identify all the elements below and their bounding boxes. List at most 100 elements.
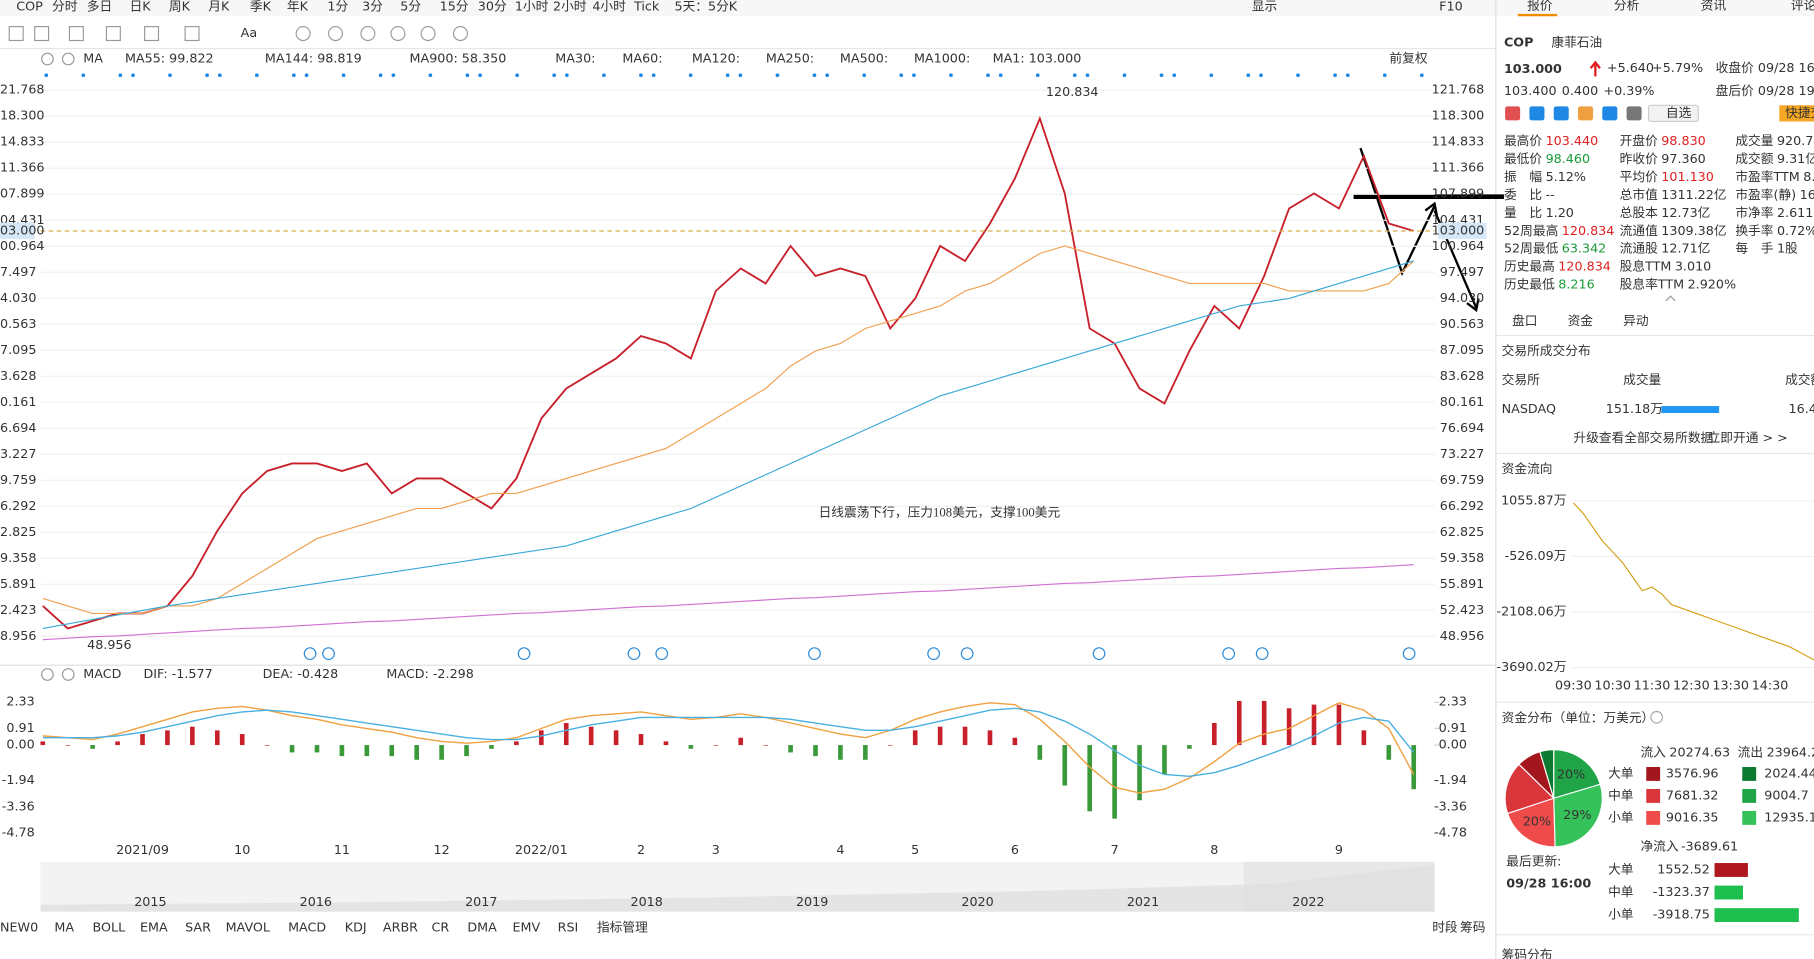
tool-icon[interactable] bbox=[452, 26, 468, 42]
indicator-tab[interactable]: KDJ bbox=[345, 919, 367, 934]
event-marker[interactable] bbox=[517, 647, 531, 661]
period-tab[interactable]: 年K bbox=[287, 0, 309, 13]
app-icon[interactable] bbox=[1529, 106, 1545, 121]
stat-label: 市盈率(静) bbox=[1735, 186, 1796, 201]
period-tab[interactable]: 2小时 bbox=[553, 0, 587, 13]
navigator-window[interactable] bbox=[1243, 861, 1435, 912]
y-tick-label: 118.300 bbox=[1432, 108, 1485, 123]
sub-tab[interactable]: 异动 bbox=[1623, 313, 1649, 328]
event-marker[interactable] bbox=[960, 647, 974, 661]
sub-tab[interactable]: 资金 bbox=[1568, 313, 1594, 328]
settings-icon[interactable] bbox=[41, 668, 54, 681]
app-icon[interactable] bbox=[1626, 106, 1642, 121]
panel-tab[interactable]: 资讯 bbox=[1701, 0, 1727, 12]
y-tick-label: 73.227 bbox=[1440, 446, 1485, 461]
indicator-tab[interactable]: MAVOL bbox=[226, 919, 271, 934]
period-tab[interactable]: 多日 bbox=[87, 0, 112, 13]
chevron[interactable] bbox=[1665, 295, 1676, 302]
sub-tab[interactable]: 盘口 bbox=[1512, 313, 1537, 328]
period-tab[interactable]: 分时 bbox=[52, 0, 78, 13]
tool-icon[interactable] bbox=[8, 26, 24, 42]
indicator-tab[interactable]: MACD bbox=[288, 919, 326, 934]
period-tab[interactable]: 日K bbox=[130, 0, 152, 13]
app-icon[interactable] bbox=[1577, 106, 1594, 121]
app-icon[interactable] bbox=[1505, 106, 1521, 121]
settings-icon[interactable] bbox=[41, 52, 54, 66]
tool-icon[interactable] bbox=[420, 26, 436, 42]
indicator-tab[interactable]: SAR bbox=[185, 919, 211, 934]
legend-swatch bbox=[1742, 788, 1757, 803]
period-tab[interactable]: 30分 bbox=[478, 0, 507, 13]
indicator-tab[interactable]: CR bbox=[432, 919, 450, 934]
upgrade-link[interactable]: 立即开通 > > bbox=[1708, 430, 1788, 445]
event-marker[interactable] bbox=[303, 647, 317, 661]
indicator-tab[interactable]: MA bbox=[54, 919, 74, 934]
tool-icon[interactable] bbox=[184, 26, 200, 42]
app-icon[interactable] bbox=[1602, 106, 1618, 121]
quick-trade-button[interactable] bbox=[1779, 105, 1814, 122]
indicator-tab[interactable]: BOLL bbox=[93, 919, 127, 934]
period-tab[interactable]: 周K bbox=[169, 0, 191, 13]
tool-icon[interactable] bbox=[327, 26, 344, 42]
event-marker[interactable] bbox=[1222, 647, 1235, 661]
tool-icon[interactable] bbox=[295, 26, 311, 42]
app-icon[interactable] bbox=[1553, 106, 1569, 121]
y-tick-label: 121.768 bbox=[1432, 82, 1485, 97]
indicator-tab[interactable]: DMA bbox=[467, 919, 497, 934]
watch-button[interactable] bbox=[1647, 104, 1699, 123]
watch-button-label[interactable]: 自选 bbox=[1666, 105, 1692, 120]
tool-icon[interactable] bbox=[34, 26, 50, 42]
text-tool[interactable]: Aa bbox=[241, 25, 257, 40]
period-tab[interactable]: 5分 bbox=[400, 0, 421, 13]
symbol[interactable]: COP bbox=[16, 0, 43, 13]
period-tab[interactable]: Tick bbox=[633, 0, 660, 13]
f10-button[interactable]: F10 bbox=[1439, 0, 1463, 13]
event-marker[interactable] bbox=[1255, 647, 1269, 661]
indicator-tab[interactable]: RSI bbox=[558, 919, 579, 934]
period-tab[interactable]: 15分 bbox=[440, 0, 469, 13]
y-tick-label: 55.891 bbox=[0, 576, 36, 591]
tool-icon[interactable] bbox=[390, 26, 406, 42]
tool-icon[interactable] bbox=[360, 26, 376, 42]
indicator-tab[interactable]: 时段 bbox=[1432, 919, 1458, 934]
tool-icon[interactable] bbox=[105, 26, 121, 42]
close-icon[interactable] bbox=[61, 52, 75, 66]
event-marker[interactable] bbox=[322, 647, 335, 661]
macd-bar bbox=[364, 745, 370, 757]
indicator-tab[interactable]: EMV bbox=[513, 919, 541, 934]
period-tab[interactable]: 季K bbox=[250, 0, 272, 13]
y-tick-label: 48.956 bbox=[1440, 628, 1485, 643]
panel-tab[interactable]: 分析 bbox=[1614, 0, 1640, 12]
panel-tab[interactable]: 报价 bbox=[1527, 0, 1553, 12]
legend-swatch bbox=[1646, 810, 1661, 825]
period-tab[interactable]: 3分 bbox=[362, 0, 383, 13]
event-marker[interactable] bbox=[627, 647, 641, 661]
period-tab[interactable]: 月K bbox=[208, 0, 230, 13]
tool-icon[interactable] bbox=[68, 26, 84, 42]
event-marker[interactable] bbox=[927, 647, 940, 661]
display-menu[interactable]: 显示 bbox=[1252, 0, 1277, 13]
macd-bar bbox=[688, 745, 694, 749]
indicator-tab[interactable]: 筹码 bbox=[1460, 919, 1485, 934]
period-tab[interactable]: 1分 bbox=[327, 0, 348, 13]
event-marker[interactable] bbox=[655, 647, 669, 661]
help-icon[interactable] bbox=[1650, 710, 1664, 724]
indicator-tab[interactable]: 指标管理 bbox=[597, 919, 648, 934]
event-marker[interactable] bbox=[1402, 647, 1416, 661]
close-icon[interactable] bbox=[61, 668, 75, 681]
tool-icon[interactable] bbox=[144, 26, 160, 42]
event-dot bbox=[949, 73, 953, 78]
indicator-tab[interactable]: NEW0 bbox=[0, 919, 38, 934]
indicator-tab[interactable]: EMA bbox=[140, 919, 168, 934]
fund-in-value: 9016.35 bbox=[1666, 809, 1719, 824]
period-tab[interactable]: 4小时 bbox=[592, 0, 626, 13]
adjust-button[interactable]: 前复权 bbox=[1389, 51, 1427, 66]
event-marker[interactable] bbox=[808, 647, 821, 661]
quick-trade-label[interactable]: 快捷交 bbox=[1785, 105, 1814, 120]
event-marker[interactable] bbox=[1092, 647, 1106, 661]
panel-tab[interactable]: 评论 bbox=[1791, 0, 1814, 12]
period-tab[interactable]: 1小时 bbox=[515, 0, 549, 13]
period-tab[interactable]: 5天：5分K bbox=[674, 0, 737, 13]
indicator-tab[interactable]: ARBR bbox=[383, 919, 418, 934]
legend-entry: MA1: 103.000 bbox=[993, 51, 1082, 66]
